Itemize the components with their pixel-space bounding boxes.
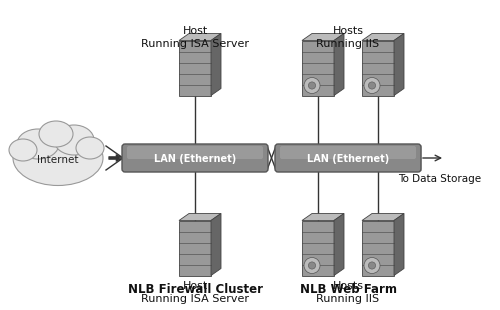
Polygon shape xyxy=(362,41,394,95)
Text: NLB Firewall Cluster: NLB Firewall Cluster xyxy=(128,283,262,296)
Polygon shape xyxy=(362,220,394,276)
Ellipse shape xyxy=(9,139,37,161)
Circle shape xyxy=(364,78,380,94)
Polygon shape xyxy=(302,33,344,41)
Text: Host
Running ISA Server: Host Running ISA Server xyxy=(141,281,249,304)
Polygon shape xyxy=(179,33,221,41)
Text: To Data Storage: To Data Storage xyxy=(398,174,481,184)
Polygon shape xyxy=(179,220,211,276)
Polygon shape xyxy=(179,214,221,220)
Ellipse shape xyxy=(17,129,59,159)
Polygon shape xyxy=(362,33,404,41)
Ellipse shape xyxy=(39,121,73,147)
Polygon shape xyxy=(302,41,334,95)
FancyBboxPatch shape xyxy=(275,144,421,172)
Polygon shape xyxy=(334,214,344,276)
FancyBboxPatch shape xyxy=(127,146,263,159)
Circle shape xyxy=(364,258,380,273)
Circle shape xyxy=(304,78,320,94)
Circle shape xyxy=(304,258,320,273)
Text: LAN (Ethernet): LAN (Ethernet) xyxy=(307,154,389,164)
Circle shape xyxy=(308,262,316,269)
Ellipse shape xyxy=(54,125,94,155)
Text: Hosts
Running IIS: Hosts Running IIS xyxy=(316,281,380,304)
Polygon shape xyxy=(394,214,404,276)
Text: NLB Web Farm: NLB Web Farm xyxy=(300,283,396,296)
Polygon shape xyxy=(211,214,221,276)
Circle shape xyxy=(368,82,376,89)
FancyBboxPatch shape xyxy=(280,146,416,159)
Text: Hosts
Running IIS: Hosts Running IIS xyxy=(316,26,380,49)
Polygon shape xyxy=(302,214,344,220)
Circle shape xyxy=(368,262,376,269)
Polygon shape xyxy=(179,41,211,95)
Polygon shape xyxy=(394,33,404,95)
Polygon shape xyxy=(334,33,344,95)
Text: LAN (Ethernet): LAN (Ethernet) xyxy=(154,154,236,164)
Circle shape xyxy=(308,82,316,89)
Polygon shape xyxy=(302,220,334,276)
Ellipse shape xyxy=(76,137,104,159)
FancyBboxPatch shape xyxy=(122,144,268,172)
Text: Internet: Internet xyxy=(37,155,79,165)
Polygon shape xyxy=(211,33,221,95)
Ellipse shape xyxy=(13,131,103,185)
Polygon shape xyxy=(362,214,404,220)
Text: Host
Running ISA Server: Host Running ISA Server xyxy=(141,26,249,49)
